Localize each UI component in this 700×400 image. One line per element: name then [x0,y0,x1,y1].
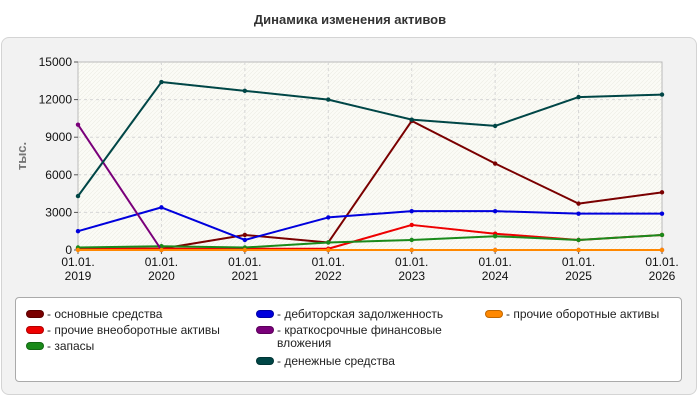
data-point [492,161,498,166]
data-point [75,122,81,127]
legend-swatch [256,326,274,334]
data-point [75,229,81,234]
data-point [326,247,331,253]
legend-label: - запасы [47,339,95,353]
data-point [576,211,581,216]
data-point [75,193,81,199]
data-point [492,123,498,129]
legend-swatch [256,357,274,365]
series-group [75,79,665,253]
legend-swatch [26,326,44,334]
data-point [159,205,164,210]
data-point [659,92,665,97]
data-point [492,234,498,239]
data-point [326,215,331,220]
data-point [242,247,248,253]
series-4 [75,205,665,243]
plot-area [77,61,663,251]
legend-item: - основные средства [26,308,236,321]
legend-item: - прочие оборотные активы [485,308,695,321]
y-axis-label: тыс. [14,142,29,170]
data-point [409,247,414,253]
x-tick-label: 01.01. 2019 [61,255,94,283]
y-tick-label: 15000 [39,55,73,69]
data-point [576,201,581,206]
y-axis-ticks: 0 3000 6000 9000 12000 15000 [39,55,78,257]
legend-label: - прочие внеоборотные активы [47,323,220,337]
data-point [409,117,414,122]
x-tick-label: 01.01. 2023 [395,255,428,283]
data-point [159,247,164,253]
data-point [409,222,414,228]
data-point [659,211,665,216]
data-point [659,232,665,238]
y-tick-label: 12000 [39,93,73,107]
legend-label: - денежные средства [277,354,395,368]
y-tick-label: 9000 [45,130,72,144]
data-point [159,79,164,85]
legend-swatch [485,310,503,318]
legend-item: - запасы [26,340,236,353]
data-point [409,208,414,214]
legend-label: - краткосрочные финансовые вложения [277,323,442,350]
series-line [77,233,663,249]
data-point [242,232,248,238]
legend-item: - краткосрочные финансовые вложения [256,324,471,350]
x-tick-label: 01.01. 2020 [145,255,178,283]
data-point [659,247,665,253]
legend-swatch [256,310,274,318]
data-point [576,94,581,100]
x-tick-label: 01.01. 2024 [478,255,511,283]
series-line [77,81,663,197]
data-point [75,247,81,253]
data-point [492,208,498,214]
data-point [242,88,248,94]
chart-title: Динамика изменения активов [253,12,447,27]
y-tick-label: 3000 [45,205,72,219]
series-7 [75,247,665,253]
legend-item: - дебиторская задолженность [256,308,471,321]
legend-label: - основные средства [47,307,163,321]
legend-item: - прочие внеоборотные активы [26,324,236,337]
legend-swatch [26,310,44,318]
data-point [576,247,581,253]
x-tick-label: 01.01. 2021 [228,255,261,283]
y-tick-label: 6000 [45,168,72,182]
x-tick-label: 01.01. 2026 [645,255,678,283]
series-6 [75,79,665,199]
data-point [576,237,581,243]
data-point [409,237,414,243]
data-point [326,240,331,245]
grid-lines [78,62,662,250]
x-tick-label: 01.01. 2025 [562,255,595,283]
legend: - основные средства - прочие внеоборотные… [15,297,682,382]
data-point [492,247,498,253]
data-point [242,237,248,243]
y-tick-label: 0 [65,243,72,257]
x-tick-label: 01.01. 2022 [312,255,345,283]
legend-label: - дебиторская задолженность [277,307,444,321]
data-point [326,97,331,102]
x-axis-ticks: 01.01. 2019 01.01. 2020 01.01. 2021 01.01. 2022… [61,250,679,283]
data-point [659,190,665,195]
legend-item: - денежные средства [256,355,471,368]
legend-label: - прочие оборотные активы [506,307,660,321]
series-line [77,206,662,241]
legend-swatch [26,342,44,350]
